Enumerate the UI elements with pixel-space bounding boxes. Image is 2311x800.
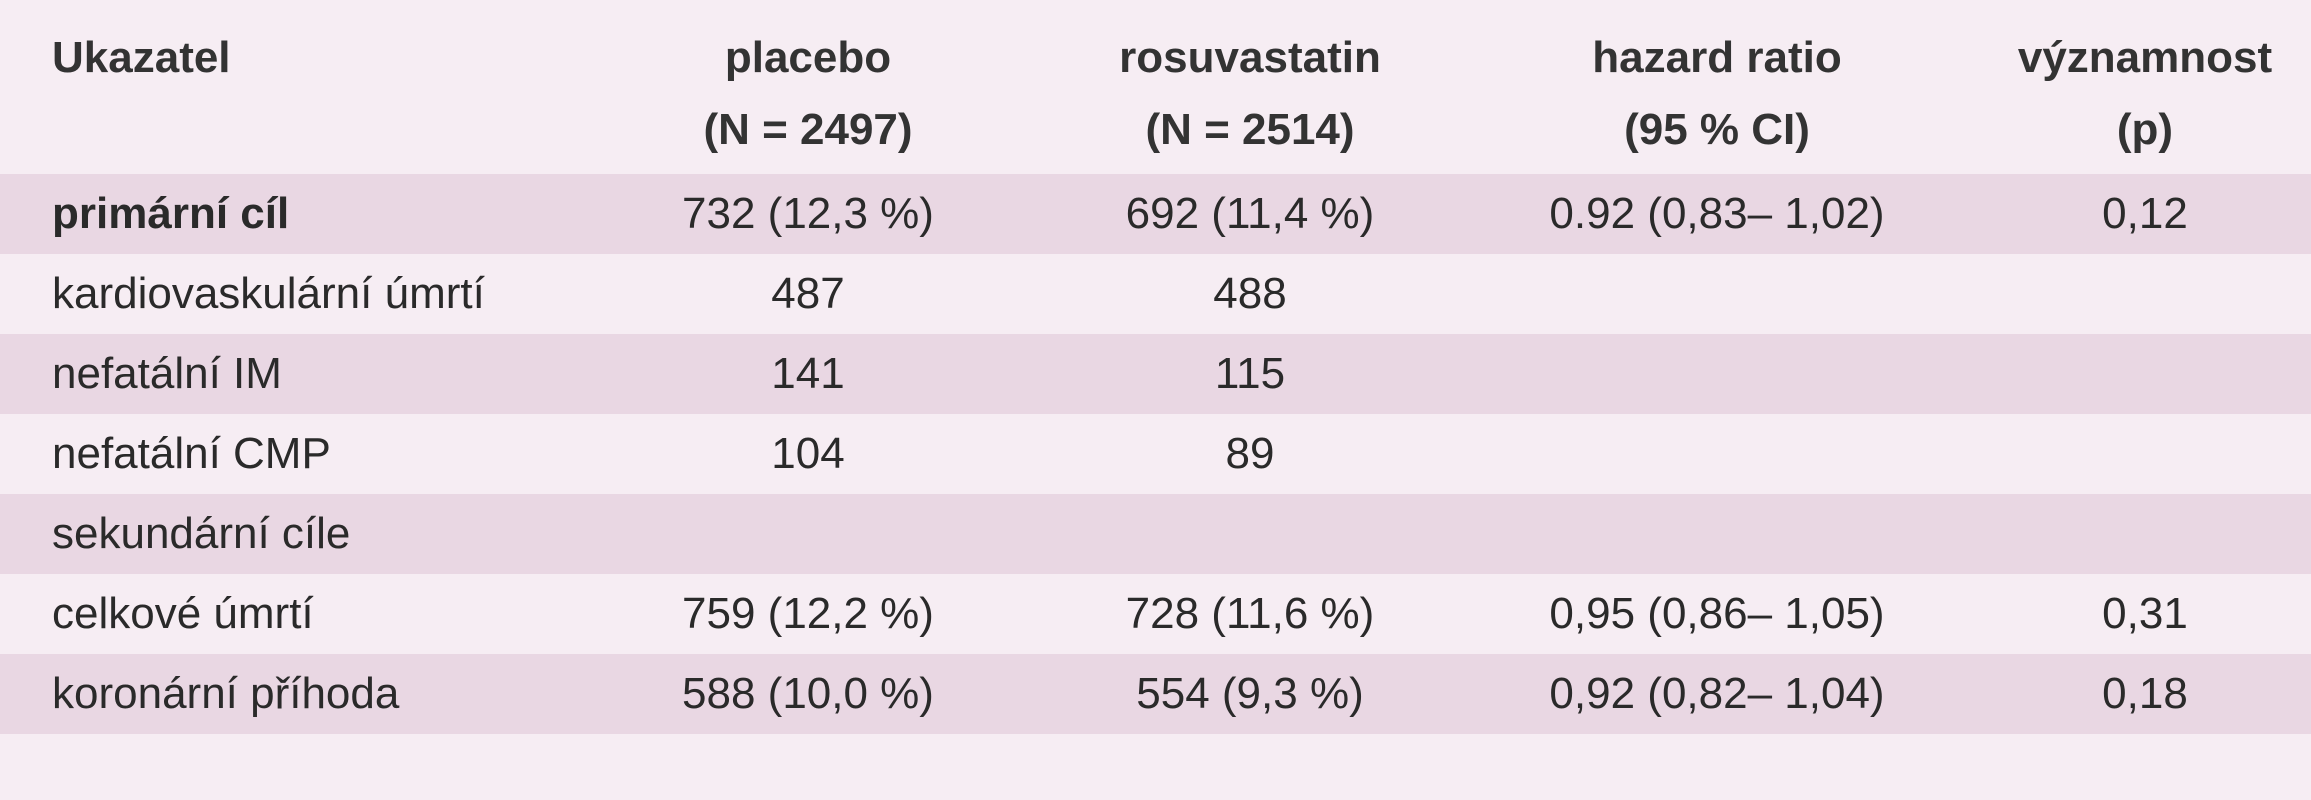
header-text: (N = 2514) xyxy=(1145,105,1355,154)
table-cell: 0,12 xyxy=(2102,189,2188,238)
header-text: hazard ratio xyxy=(1592,33,1842,82)
table-cell: 141 xyxy=(771,349,845,398)
row-shade xyxy=(0,654,2311,734)
header-text: významnost xyxy=(2017,33,2273,82)
table-cell: 487 xyxy=(771,269,845,318)
row-shade xyxy=(0,174,2311,254)
table-cell: 89 xyxy=(1225,429,1275,478)
header-text: placebo xyxy=(724,33,892,82)
header-text: (N = 2497) xyxy=(703,105,913,154)
row-label: nefatální CMP xyxy=(52,429,331,478)
header-text: (95 % CI) xyxy=(1624,105,1810,154)
row-label: koronární příhoda xyxy=(52,669,400,718)
row-shade xyxy=(0,494,2311,574)
row-label: nefatální IM xyxy=(52,349,282,398)
table-cell: 0,92 (0,82– 1,04) xyxy=(1549,669,1885,718)
table-cell: 0.92 (0,83– 1,02) xyxy=(1549,189,1885,238)
table-cell: 728 (11,6 %) xyxy=(1125,589,1375,638)
table-cell: 588 (10,0 %) xyxy=(682,669,934,718)
table-cell: 115 xyxy=(1214,349,1286,398)
table-cell: 104 xyxy=(771,429,845,478)
row-label: primární cíl xyxy=(52,189,290,238)
table-cell: 554 (9,3 %) xyxy=(1136,669,1364,718)
row-label: sekundární cíle xyxy=(52,509,351,558)
table-cell: 732 (12,3 %) xyxy=(682,189,934,238)
table-cell: 0,95 (0,86– 1,05) xyxy=(1549,589,1885,638)
header-text: Ukazatel xyxy=(52,33,231,82)
row-label: kardiovaskulární úmrtí xyxy=(52,269,485,318)
table-cell: 488 xyxy=(1213,269,1287,318)
table-cell: 0,18 xyxy=(2102,669,2188,718)
table-cell: 759 (12,2 %) xyxy=(682,589,934,638)
table-cell: 692 (11,4 %) xyxy=(1125,189,1375,238)
table-cell: 0,31 xyxy=(2102,589,2188,638)
row-label: celkové úmrtí xyxy=(52,589,314,638)
header-text: (p) xyxy=(2116,105,2174,154)
row-shade xyxy=(0,334,2311,414)
header-text: rosuvastatin xyxy=(1119,33,1381,82)
